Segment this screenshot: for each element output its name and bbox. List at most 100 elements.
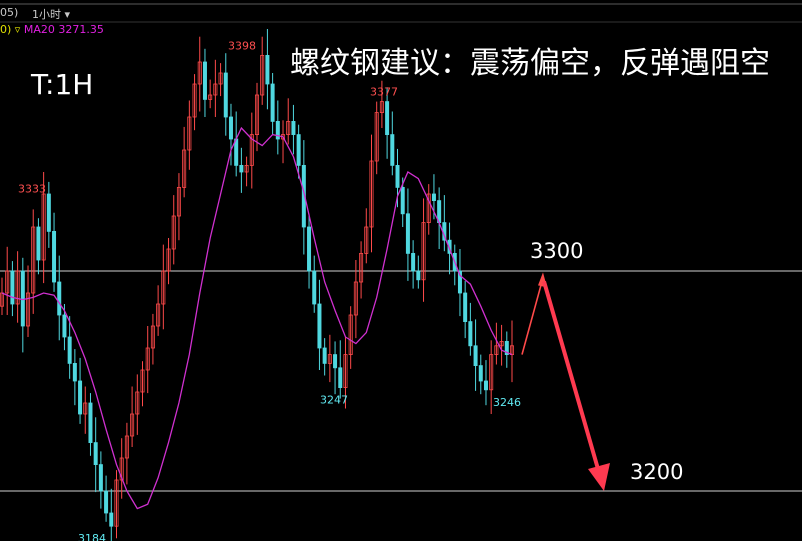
candle-body <box>114 479 119 527</box>
interval-label: 1小时 <box>32 8 61 21</box>
candle-body <box>213 83 218 96</box>
candle-body <box>197 61 202 85</box>
up-arrow-line <box>521 281 543 355</box>
candle-body <box>130 413 135 437</box>
candle-body <box>46 193 51 232</box>
candle-body <box>322 347 327 364</box>
candlesticks <box>0 29 514 541</box>
candle-body <box>176 186 181 217</box>
candle-body <box>119 457 124 481</box>
candle-body <box>421 222 426 281</box>
extreme-label-3246: 3246 <box>493 396 521 409</box>
candle-body <box>223 72 228 118</box>
candle-body <box>57 281 62 316</box>
candle-body <box>140 369 145 393</box>
candle-body <box>135 391 140 415</box>
candle-body <box>343 354 348 389</box>
candle-body <box>15 270 20 305</box>
candle-body <box>20 270 25 327</box>
candle-body <box>62 314 67 338</box>
candle-body <box>265 55 270 85</box>
candle-body <box>286 121 291 136</box>
level-label-3300: 3300 <box>530 239 584 263</box>
candle-body <box>228 116 233 140</box>
candle-body <box>67 336 72 364</box>
candle-body <box>244 164 249 173</box>
down-arrow-line <box>542 280 600 470</box>
extreme-label-3377: 3377 <box>370 86 398 99</box>
extreme-label-3247: 3247 <box>320 394 348 407</box>
ma-legend: 0) ▿ MA20 3271.35 <box>0 23 104 36</box>
candle-body <box>447 239 452 254</box>
candle-body <box>468 321 473 347</box>
level-label-3200: 3200 <box>630 460 684 484</box>
candle-body <box>187 116 192 151</box>
candle-body <box>473 345 478 366</box>
ma-value-text: MA20 3271.35 <box>23 23 104 36</box>
candle-body <box>249 134 254 166</box>
ma20-line <box>1 126 513 510</box>
candle-body <box>145 347 150 371</box>
candle-body <box>36 226 41 261</box>
timeframe-label: T:1H <box>31 68 94 101</box>
extreme-label-3333: 3333 <box>18 182 46 195</box>
candle-body <box>374 112 379 162</box>
candle-body <box>52 230 57 283</box>
candle-body <box>31 226 36 294</box>
ma-param-text: 0) <box>0 23 12 36</box>
candle-body <box>109 512 114 527</box>
candle-body <box>426 193 431 224</box>
candle-body <box>494 345 499 355</box>
candle-body <box>364 226 369 254</box>
candle-body <box>88 402 93 443</box>
interval-selector[interactable]: 1小时 ▾ <box>32 6 70 22</box>
candle-body <box>296 134 301 166</box>
candle-body <box>98 464 103 492</box>
candle-body <box>504 340 509 355</box>
candle-body <box>489 354 494 391</box>
candle-body <box>395 164 400 188</box>
ma20-line-group <box>1 126 513 510</box>
level-lines <box>0 270 802 492</box>
indicator-param-text: 05) <box>0 6 19 19</box>
candle-body <box>254 94 259 135</box>
candle-body <box>416 270 421 281</box>
candle-body <box>379 101 384 113</box>
candle-body <box>369 160 374 228</box>
down-arrowhead <box>588 463 610 491</box>
candle-body <box>307 226 312 272</box>
candle-body <box>171 215 176 250</box>
candle-body <box>93 442 98 466</box>
candle-body <box>291 121 296 136</box>
candle-body <box>166 248 171 272</box>
candle-body <box>390 134 395 166</box>
candle-body <box>400 186 405 215</box>
candle-body <box>78 380 83 415</box>
advice-text: 螺纹钢建议：震荡偏空，反弹遇阻空 <box>290 46 770 81</box>
candle-body <box>275 121 280 140</box>
candle-body <box>499 340 504 347</box>
candle-body <box>260 55 265 96</box>
extreme-labels: 3398 3333 3377 3247 3246 3184 <box>18 39 521 541</box>
projection-arrows <box>521 272 610 491</box>
candle-body <box>312 270 317 305</box>
candle-body <box>385 101 390 135</box>
candle-body <box>483 380 488 391</box>
candle-body <box>338 367 343 388</box>
chevron-down-icon: ▾ <box>64 8 71 21</box>
candle-body <box>161 270 166 305</box>
candle-body <box>478 365 483 382</box>
extreme-label-3398: 3398 <box>228 39 256 52</box>
candle-body <box>239 164 244 173</box>
ma-toggle-icon[interactable]: ▿ <box>14 23 21 36</box>
candle-body <box>10 270 15 305</box>
candle-body <box>83 402 88 415</box>
candle-body <box>234 138 239 166</box>
candle-body <box>333 354 338 369</box>
candle-body <box>317 303 322 349</box>
candle-body <box>463 292 468 323</box>
candle-body <box>431 193 436 201</box>
candle-body <box>411 252 416 272</box>
candle-body <box>0 292 4 307</box>
candle-body <box>26 292 31 327</box>
